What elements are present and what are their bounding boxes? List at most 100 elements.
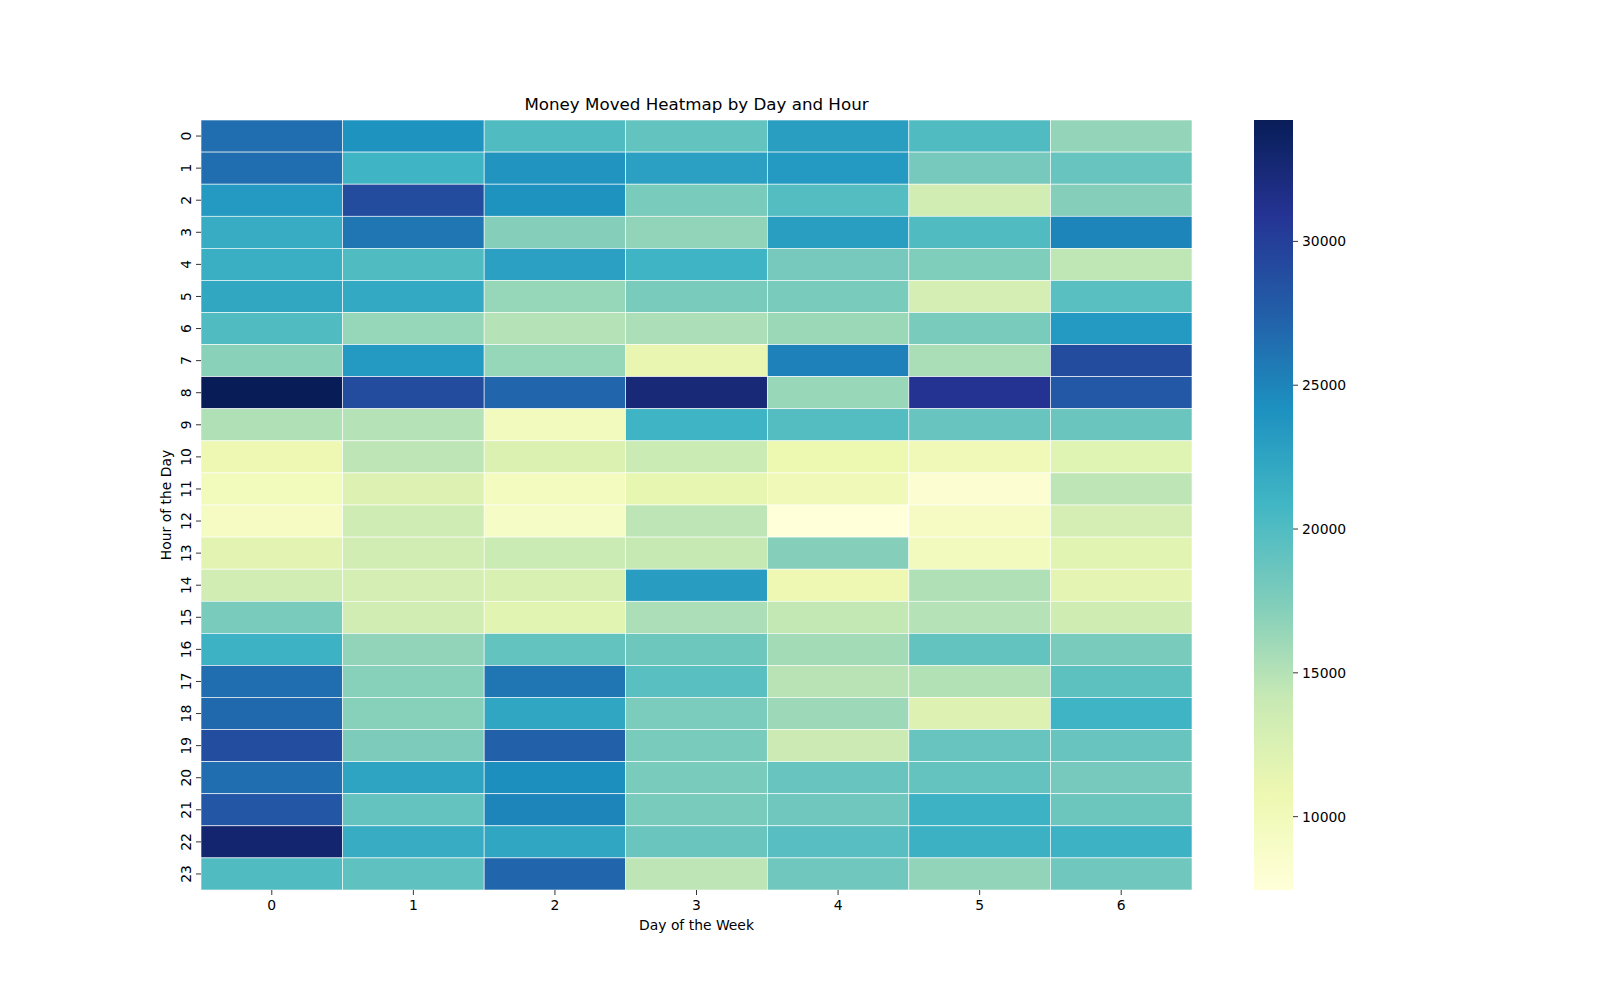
cell xyxy=(343,280,485,312)
x-label: Day of the Week xyxy=(639,917,754,933)
cell xyxy=(1050,184,1192,216)
cell xyxy=(626,377,768,409)
cell xyxy=(484,409,626,441)
y-tick-label: 4 xyxy=(178,260,194,269)
cell xyxy=(767,858,909,890)
colorbar-tick-label: 15000 xyxy=(1302,665,1346,681)
colorbar-tick xyxy=(1293,241,1298,242)
cell xyxy=(201,665,343,697)
cell xyxy=(343,248,485,280)
cell xyxy=(201,152,343,184)
cell xyxy=(343,858,485,890)
cell xyxy=(201,313,343,345)
cell xyxy=(767,184,909,216)
x-tick-label: 0 xyxy=(267,897,276,913)
cell xyxy=(201,409,343,441)
cell xyxy=(767,569,909,601)
x-tick xyxy=(979,890,980,895)
cell xyxy=(767,665,909,697)
x-tick xyxy=(554,890,555,895)
y-tick-label: 2 xyxy=(178,196,194,205)
cell xyxy=(909,409,1051,441)
cell xyxy=(201,345,343,377)
cell xyxy=(767,377,909,409)
cell xyxy=(201,537,343,569)
cell xyxy=(1050,794,1192,826)
cell xyxy=(484,184,626,216)
y-tick-label: 1 xyxy=(178,164,194,173)
y-tick xyxy=(196,585,201,586)
colorbar-tick xyxy=(1293,672,1298,673)
y-tick-label: 13 xyxy=(178,544,194,562)
y-tick xyxy=(196,873,201,874)
cell xyxy=(626,184,768,216)
y-tick xyxy=(196,168,201,169)
y-tick-label: 8 xyxy=(178,388,194,397)
y-tick-label: 10 xyxy=(178,448,194,466)
cell xyxy=(909,730,1051,762)
cell xyxy=(767,345,909,377)
cell xyxy=(626,313,768,345)
y-tick xyxy=(196,649,201,650)
y-tick xyxy=(196,456,201,457)
cell xyxy=(767,601,909,633)
cell xyxy=(201,216,343,248)
cell xyxy=(343,152,485,184)
cell xyxy=(626,248,768,280)
cell xyxy=(201,120,343,152)
cell xyxy=(1050,216,1192,248)
cell xyxy=(1050,313,1192,345)
cell xyxy=(767,826,909,858)
y-tick xyxy=(196,328,201,329)
cell xyxy=(626,826,768,858)
cell xyxy=(626,280,768,312)
cell xyxy=(484,216,626,248)
cell xyxy=(909,762,1051,794)
cell xyxy=(201,601,343,633)
y-tick-label: 23 xyxy=(178,865,194,883)
cell xyxy=(201,569,343,601)
y-tick xyxy=(196,713,201,714)
cell xyxy=(484,377,626,409)
colorbar-tick-label: 20000 xyxy=(1302,521,1346,537)
cell xyxy=(343,473,485,505)
cell xyxy=(343,826,485,858)
cell xyxy=(626,665,768,697)
cell xyxy=(626,505,768,537)
cell xyxy=(484,826,626,858)
y-tick xyxy=(196,521,201,522)
cell xyxy=(767,409,909,441)
cell xyxy=(1050,569,1192,601)
cells xyxy=(201,120,1192,890)
chart: 0123456012345678910111213141516171819202… xyxy=(0,0,1600,1000)
cell xyxy=(767,248,909,280)
cell xyxy=(201,473,343,505)
x-tick xyxy=(271,890,272,895)
cell xyxy=(343,505,485,537)
cell xyxy=(343,313,485,345)
cell xyxy=(909,345,1051,377)
cell xyxy=(626,762,768,794)
cell xyxy=(343,569,485,601)
cell xyxy=(1050,762,1192,794)
cell xyxy=(1050,633,1192,665)
cell xyxy=(1050,152,1192,184)
cell xyxy=(343,633,485,665)
cell xyxy=(909,505,1051,537)
cell xyxy=(484,665,626,697)
cell xyxy=(626,601,768,633)
cell xyxy=(626,473,768,505)
x-tick-label: 6 xyxy=(1117,897,1126,913)
cell xyxy=(909,248,1051,280)
y-tick-label: 11 xyxy=(178,480,194,498)
x-tick-label: 1 xyxy=(409,897,418,913)
cell xyxy=(201,633,343,665)
cell xyxy=(767,441,909,473)
y-tick xyxy=(196,296,201,297)
cell xyxy=(767,537,909,569)
y-tick xyxy=(196,136,201,137)
y-tick-label: 3 xyxy=(178,228,194,237)
cell xyxy=(909,184,1051,216)
cell xyxy=(484,794,626,826)
cell xyxy=(909,569,1051,601)
